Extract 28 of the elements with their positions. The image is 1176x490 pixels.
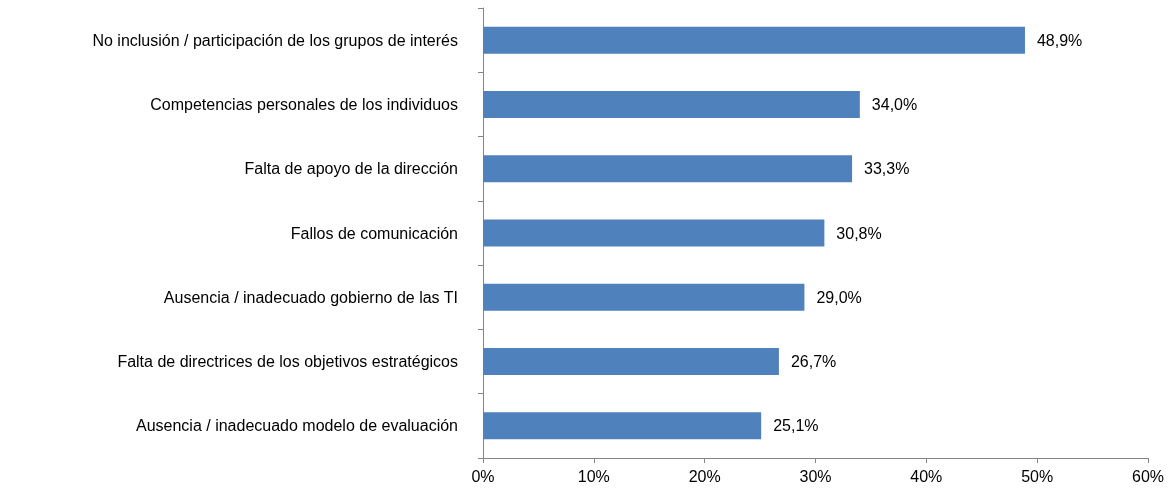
data-label: 48,9% [1036, 31, 1083, 49]
y-tick-label: Falta de directrices de los objetivos estratégicos [117, 353, 458, 371]
x-tick-label: 10% [577, 467, 610, 485]
y-tick-label: No inclusión / participación de los grupos de interés [92, 31, 458, 49]
x-tick-label: 50% [1021, 467, 1054, 485]
bar [483, 90, 860, 118]
bar [483, 412, 762, 440]
data-label: 25,1% [773, 417, 819, 435]
x-tick-label: 20% [688, 467, 721, 485]
y-tick-label: Ausencia / inadecuado modelo de evaluación [135, 417, 458, 435]
data-label: 34,0% [871, 95, 918, 113]
bar [483, 26, 1025, 54]
y-tick-label: Competencias personales de los individuos [150, 95, 458, 113]
y-tick-label: Fallos de comunicación [290, 224, 458, 242]
data-label: 33,3% [864, 160, 910, 178]
bar [483, 219, 825, 247]
y-tick-label: Ausencia / inadecuado gobierno de las TI [163, 288, 458, 306]
x-tick-label: 30% [799, 467, 832, 485]
x-tick-label: 60% [1131, 467, 1165, 485]
x-tick-label: 0% [471, 467, 495, 485]
bar [483, 348, 779, 376]
bar [483, 283, 805, 311]
data-label: 29,0% [816, 288, 862, 306]
data-label: 26,7% [790, 353, 837, 371]
bar [483, 155, 853, 183]
x-tick-label: 40% [910, 467, 943, 485]
data-label: 30,8% [836, 224, 882, 242]
y-tick-label: Falta de apoyo de la dirección [244, 160, 458, 178]
